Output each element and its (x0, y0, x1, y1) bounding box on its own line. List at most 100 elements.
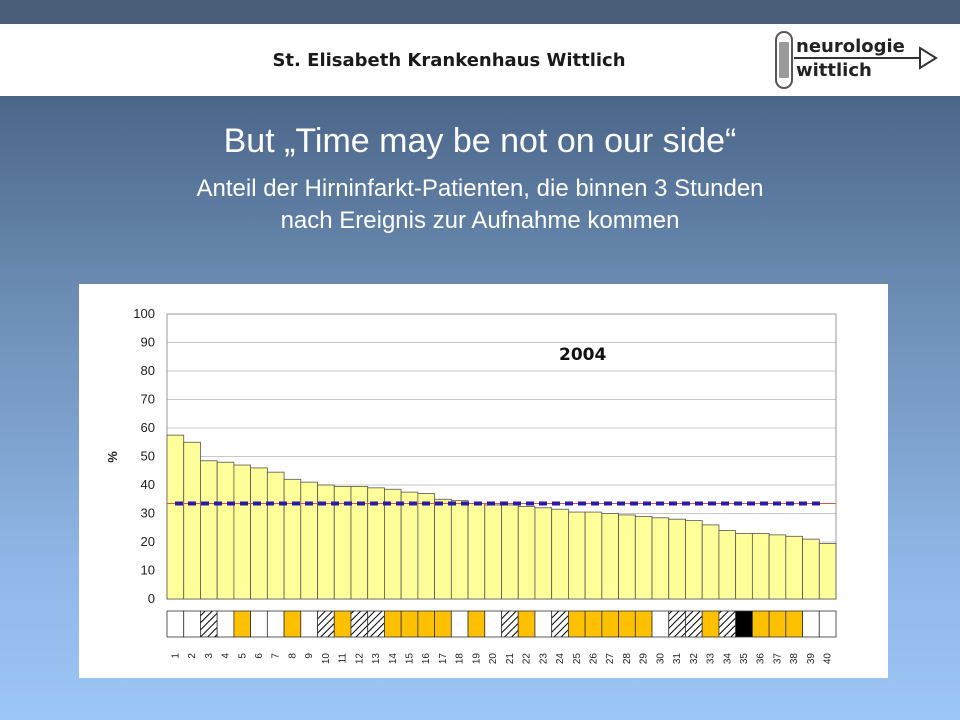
category-marker (400, 610, 419, 638)
x-tick-label: 33 (706, 653, 717, 665)
x-tick-label: 10 (321, 653, 332, 665)
y-tick-label: 20 (141, 534, 155, 549)
category-marker (818, 610, 837, 638)
slide-title: But „Time may be not on our side“ (223, 122, 737, 160)
x-tick-label: 38 (789, 653, 800, 665)
x-tick-label: 36 (756, 653, 767, 665)
bar (668, 518, 686, 600)
category-marker (266, 610, 285, 638)
x-tick-label: 25 (572, 653, 583, 665)
bar (484, 504, 502, 600)
category-marker (802, 610, 820, 638)
year-annotation: 2004 (559, 345, 606, 365)
bar (300, 481, 318, 600)
category-marker (685, 610, 703, 638)
x-tick-label: 40 (823, 653, 834, 665)
x-tick-label: 3 (204, 653, 215, 659)
y-tick-label: 40 (141, 477, 155, 492)
bar (250, 467, 268, 600)
category-marker (417, 610, 436, 638)
top-band (0, 0, 960, 24)
x-tick-label: 23 (538, 653, 549, 665)
category-marker (601, 610, 619, 638)
bar (601, 513, 619, 600)
category-marker (785, 610, 803, 638)
bar (567, 511, 586, 600)
x-tick-label: 30 (655, 653, 666, 665)
category-marker (333, 610, 352, 638)
category-marker (233, 610, 252, 638)
category-marker (283, 610, 302, 638)
bar (534, 507, 553, 600)
category-marker (618, 610, 636, 638)
x-tick-label: 27 (605, 653, 616, 665)
x-tick-label: 13 (371, 653, 382, 665)
x-tick-label: 20 (488, 653, 499, 665)
category-marker (517, 610, 536, 638)
x-tick-label: 32 (689, 653, 700, 665)
category-marker (634, 610, 653, 638)
x-tick-label: 21 (505, 653, 516, 665)
x-tick-label: 28 (622, 653, 633, 665)
x-tick-label: 2 (187, 653, 198, 659)
category-marker (450, 610, 469, 638)
x-tick-label: 8 (287, 653, 298, 659)
bar (384, 488, 402, 600)
category-marker (751, 610, 770, 638)
y-tick-label: 90 (141, 335, 155, 350)
bar (701, 524, 720, 600)
category-marker (250, 610, 268, 638)
subtitle-line-2: nach Ereignis zur Aufnahme kommen (280, 207, 680, 234)
y-tick-label: 30 (141, 506, 155, 521)
category-marker (501, 610, 519, 638)
x-tick-label: 24 (555, 653, 566, 665)
bar (233, 464, 252, 600)
x-tick-label: 34 (722, 653, 733, 665)
bar (685, 520, 703, 600)
bar (183, 441, 201, 600)
x-tick-label: 37 (772, 653, 783, 665)
category-marker (735, 610, 753, 638)
bar (166, 434, 185, 600)
category-marker (183, 610, 201, 638)
bar (802, 538, 820, 600)
category-marker (718, 610, 737, 638)
bar (818, 543, 837, 600)
x-tick-label: 16 (421, 653, 432, 665)
slide-subtitle: Anteil der Hirninfarkt-Patienten, die bi… (80, 173, 880, 237)
y-tick-label: 10 (141, 563, 155, 578)
bar (417, 493, 436, 600)
header-bar (0, 24, 960, 96)
x-tick-label: 4 (221, 653, 232, 659)
bar (751, 533, 770, 600)
bar (584, 511, 603, 600)
x-tick-label: 12 (354, 653, 365, 665)
category-marker (166, 610, 185, 638)
x-tick-label: 15 (405, 653, 416, 665)
bar (400, 491, 419, 600)
category-marker (367, 610, 385, 638)
x-tick-label: 1 (170, 653, 181, 659)
category-marker (317, 610, 335, 638)
subtitle-line-1: Anteil der Hirninfarkt-Patienten, die bi… (196, 175, 764, 202)
y-axis-label: % (105, 451, 120, 463)
category-marker (567, 610, 586, 638)
category-marker (534, 610, 553, 638)
y-tick-label: 0 (148, 591, 155, 606)
bar (718, 530, 737, 600)
bar (768, 534, 787, 600)
y-tick-label: 60 (141, 420, 155, 435)
x-tick-label: 18 (455, 653, 466, 665)
x-tick-label: 29 (639, 653, 650, 665)
bar (634, 515, 653, 600)
category-marker (584, 610, 603, 638)
category-marker (668, 610, 686, 638)
x-tick-label: 19 (471, 653, 482, 665)
bar (283, 478, 302, 600)
bar (450, 500, 469, 600)
x-tick-label: 35 (739, 653, 750, 665)
y-tick-label: 50 (141, 449, 155, 464)
category-marker (300, 610, 318, 638)
bar (434, 498, 452, 600)
